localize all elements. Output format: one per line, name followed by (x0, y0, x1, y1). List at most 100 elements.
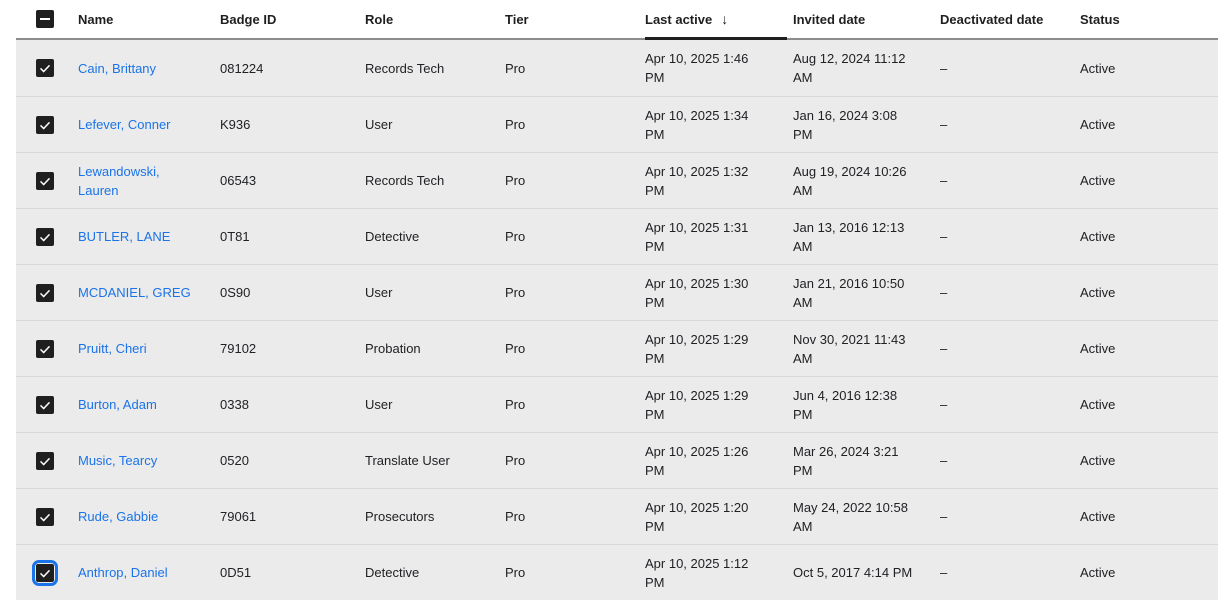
tier-value: Pro (505, 173, 526, 188)
tier-value: Pro (505, 117, 526, 132)
user-name-link[interactable]: Burton, Adam (78, 397, 157, 412)
tier-cell: Pro (505, 451, 645, 470)
invited-date-cell: Jan 16, 2024 3:08 PM (793, 106, 940, 144)
badge-id-cell: 79102 (220, 339, 365, 358)
tier-cell: Pro (505, 59, 645, 78)
tier-value: Pro (505, 509, 526, 524)
row-checkbox[interactable] (36, 395, 54, 414)
badge-id-cell: 06543 (220, 171, 365, 190)
row-checkbox[interactable] (36, 227, 54, 246)
role-cell: User (365, 395, 505, 414)
role-value: Prosecutors (365, 509, 435, 524)
badge-id-value: 081224 (220, 60, 264, 76)
role-value: User (365, 285, 393, 300)
tier-value: Pro (505, 341, 526, 356)
status-cell: Active (1080, 59, 1218, 78)
row-checkbox[interactable] (36, 451, 54, 470)
column-header-role[interactable]: Role (365, 0, 505, 38)
last-active-value: Apr 10, 2025 1:29 PM (645, 387, 749, 422)
row-checkbox-cell (16, 227, 78, 246)
column-header-label: Status (1080, 11, 1120, 27)
role-value: Records Tech (365, 60, 445, 76)
deactivated-date-value: – (940, 117, 948, 132)
column-header-badge-id[interactable]: Badge ID (220, 0, 365, 38)
deactivated-date-cell: – (940, 59, 1080, 78)
table-row: Cain, Brittany 081224 Records Tech Pro A… (16, 40, 1218, 96)
column-header-invited-date[interactable]: Invited date (793, 0, 940, 38)
role-cell: Probation (365, 339, 505, 358)
tier-value: Pro (505, 453, 526, 468)
checked-checkbox-icon (36, 395, 54, 414)
last-active-value: Apr 10, 2025 1:31 PM (645, 219, 749, 254)
checked-checkbox-icon (36, 171, 54, 190)
user-name-link[interactable]: Music, Tearcy (78, 453, 158, 468)
tier-cell: Pro (505, 395, 645, 414)
badge-id-cell: K936 (220, 115, 365, 134)
deactivated-date-value: – (940, 173, 948, 188)
column-header-tier[interactable]: Tier (505, 0, 645, 38)
name-cell: BUTLER, LANE (78, 227, 220, 246)
row-checkbox[interactable] (32, 559, 58, 586)
last-active-cell: Apr 10, 2025 1:26 PM (645, 442, 793, 480)
table-row: Burton, Adam 0338 User Pro Apr 10, 2025 … (16, 376, 1218, 432)
deactivated-date-value: – (940, 397, 948, 412)
row-checkbox[interactable] (36, 59, 54, 77)
tier-cell: Pro (505, 563, 645, 582)
column-header-last-active[interactable]: Last active ↓ (645, 0, 793, 40)
row-checkbox[interactable] (36, 171, 54, 190)
column-header-deactivated-date[interactable]: Deactivated date (940, 0, 1080, 38)
name-cell: Burton, Adam (78, 395, 220, 414)
invited-date-cell: Jun 4, 2016 12:38 PM (793, 386, 940, 424)
name-cell: Pruitt, Cheri (78, 339, 220, 358)
user-name-link[interactable]: Rude, Gabbie (78, 509, 159, 524)
column-header-name[interactable]: Name (78, 0, 220, 38)
checked-checkbox-icon (36, 227, 54, 246)
last-active-cell: Apr 10, 2025 1:46 PM (645, 49, 793, 87)
tier-cell: Pro (505, 171, 645, 190)
invited-date-value: Jan 21, 2016 10:50 AM (793, 275, 905, 310)
row-checkbox[interactable] (36, 115, 54, 134)
name-cell: Rude, Gabbie (78, 507, 220, 526)
table-row: Lefever, Conner K936 User Pro Apr 10, 20… (16, 96, 1218, 152)
user-name-link[interactable]: BUTLER, LANE (78, 229, 171, 244)
role-value: User (365, 397, 393, 412)
tier-value: Pro (505, 565, 526, 580)
row-checkbox[interactable] (36, 507, 54, 526)
badge-id-value: K936 (220, 117, 251, 132)
last-active-value: Apr 10, 2025 1:30 PM (645, 275, 749, 310)
user-name-link[interactable]: Anthrop, Daniel (78, 565, 168, 580)
last-active-cell: Apr 10, 2025 1:30 PM (645, 274, 793, 312)
checked-checkbox-icon (36, 283, 54, 302)
status-value: Active (1080, 173, 1116, 188)
user-name-link[interactable]: MCDANIEL, GREG (78, 285, 191, 300)
status-value: Active (1080, 60, 1116, 76)
invited-date-cell: Nov 30, 2021 11:43 AM (793, 330, 940, 368)
checked-checkbox-icon (36, 451, 54, 470)
row-checkbox-cell (16, 115, 78, 134)
tier-cell: Pro (505, 339, 645, 358)
column-header-status[interactable]: Status (1080, 0, 1218, 38)
user-name-link[interactable]: Pruitt, Cheri (78, 341, 147, 356)
deactivated-date-cell: – (940, 507, 1080, 526)
last-active-value: Apr 10, 2025 1:26 PM (645, 443, 749, 478)
badge-id-cell: 0D51 (220, 563, 365, 582)
role-cell: Detective (365, 563, 505, 582)
column-header-label: Name (78, 11, 114, 27)
table-row: Pruitt, Cheri 79102 Probation Pro Apr 10… (16, 320, 1218, 376)
role-value: Probation (365, 341, 421, 356)
status-value: Active (1080, 397, 1116, 412)
checked-checkbox-icon (36, 563, 54, 582)
row-checkbox[interactable] (36, 283, 54, 302)
invited-date-value: Mar 26, 2024 3:21 PM (793, 443, 899, 478)
last-active-value: Apr 10, 2025 1:32 PM (645, 163, 749, 198)
select-all-checkbox[interactable] (16, 0, 78, 38)
row-checkbox[interactable] (36, 339, 54, 358)
name-cell: Music, Tearcy (78, 451, 220, 470)
checked-checkbox-icon (36, 507, 54, 526)
deactivated-date-value: – (940, 341, 948, 356)
user-name-link[interactable]: Lewandowski, Lauren (78, 163, 160, 198)
user-name-link[interactable]: Lefever, Conner (78, 117, 171, 132)
role-value: Records Tech (365, 173, 445, 188)
user-name-link[interactable]: Cain, Brittany (78, 60, 157, 76)
indeterminate-checkbox-icon[interactable] (36, 10, 54, 28)
